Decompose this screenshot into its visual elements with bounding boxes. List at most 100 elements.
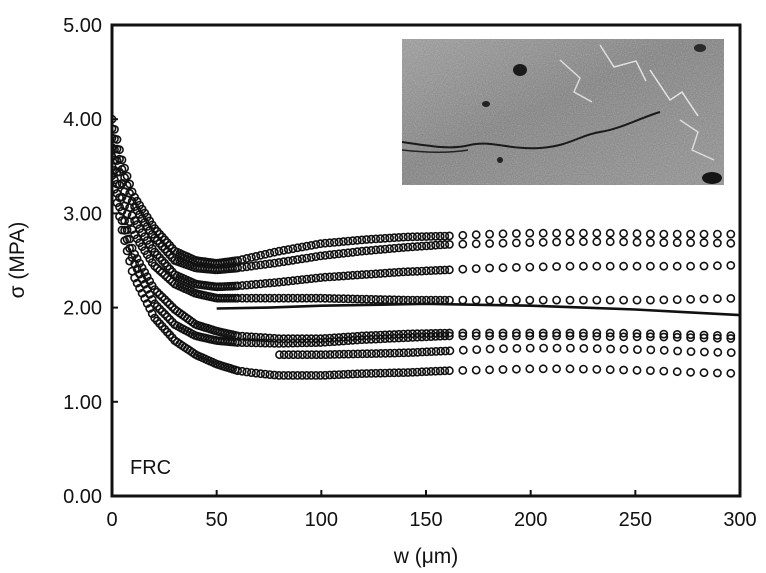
data-point — [269, 258, 279, 268]
data-point — [274, 370, 284, 380]
data-point — [417, 232, 427, 241]
data-point — [390, 348, 399, 358]
data-point — [394, 333, 404, 343]
data-point — [256, 260, 265, 270]
data-point — [125, 243, 135, 253]
data-point — [112, 184, 119, 194]
data-point — [619, 365, 628, 375]
data-point — [605, 261, 615, 271]
data-point — [375, 368, 385, 378]
data-point — [426, 366, 436, 376]
data-point — [306, 252, 316, 262]
data-point — [147, 309, 157, 318]
data-point — [435, 366, 445, 376]
data-point — [329, 249, 339, 259]
data-point — [132, 278, 142, 288]
data-point — [380, 348, 390, 358]
data-point — [403, 267, 413, 277]
data-point — [646, 329, 655, 339]
data-point — [343, 336, 353, 345]
data-point — [339, 336, 348, 346]
data-point — [284, 350, 294, 360]
data-point — [579, 228, 588, 238]
data-point — [422, 347, 432, 357]
data-point — [579, 343, 589, 353]
data-point — [256, 279, 265, 289]
data-point — [165, 300, 175, 309]
data-point — [306, 370, 316, 380]
data-point — [579, 295, 588, 305]
data-point — [357, 246, 367, 256]
data-point — [283, 334, 293, 344]
y-tick-label: 3.00 — [63, 203, 102, 225]
data-point — [713, 261, 722, 271]
data-point — [421, 332, 431, 342]
data-point — [251, 338, 261, 348]
data-point — [726, 260, 736, 270]
data-point — [699, 229, 709, 239]
data-point — [256, 369, 265, 379]
data-point — [485, 365, 494, 375]
data-point — [311, 293, 321, 303]
data-point — [307, 350, 317, 360]
data-point — [408, 242, 417, 252]
data-point — [398, 267, 408, 277]
data-point — [394, 267, 404, 277]
data-point — [362, 349, 372, 359]
data-point — [366, 294, 376, 304]
data-point — [512, 343, 522, 353]
data-point — [579, 261, 588, 271]
data-marks — [112, 114, 740, 380]
data-point — [385, 333, 394, 343]
data-point — [344, 349, 353, 359]
data-point — [498, 263, 508, 273]
data-point — [339, 237, 348, 246]
data-point — [343, 369, 353, 379]
data-point — [380, 268, 390, 278]
data-point — [320, 238, 330, 248]
data-point — [283, 338, 293, 348]
data-point — [348, 369, 358, 379]
data-point — [279, 350, 289, 360]
data-point — [321, 350, 330, 359]
data-point — [329, 370, 339, 380]
data-point — [371, 245, 381, 255]
data-point — [389, 243, 399, 253]
data-point — [605, 365, 615, 375]
data-point — [352, 335, 362, 345]
data-point — [385, 368, 394, 378]
data-point — [339, 271, 348, 281]
data-point — [362, 294, 371, 304]
data-point — [431, 331, 440, 341]
data-point — [274, 277, 284, 287]
data-point — [357, 369, 367, 378]
data-point — [302, 370, 312, 380]
data-point — [339, 248, 348, 258]
data-point — [632, 295, 642, 305]
data-point — [699, 333, 709, 343]
data-point — [646, 238, 655, 247]
data-point — [343, 294, 353, 304]
data-point — [592, 331, 602, 341]
data-point — [659, 332, 669, 342]
data-point — [726, 334, 736, 343]
data-point — [565, 364, 575, 374]
data-point — [408, 332, 417, 342]
data-point — [165, 314, 175, 324]
data-point — [440, 346, 450, 356]
data-point — [256, 250, 265, 260]
data-point — [371, 368, 381, 378]
data-point — [605, 328, 615, 338]
data-point — [302, 338, 312, 348]
data-point — [325, 250, 335, 260]
data-point — [353, 349, 363, 359]
data-point — [525, 328, 535, 338]
data-point — [112, 114, 117, 124]
data-point — [274, 293, 284, 303]
data-point — [673, 346, 682, 356]
data-point — [157, 292, 167, 302]
data-point — [440, 331, 450, 341]
data-point — [417, 347, 427, 357]
data-point — [311, 338, 321, 347]
data-point — [646, 332, 655, 342]
